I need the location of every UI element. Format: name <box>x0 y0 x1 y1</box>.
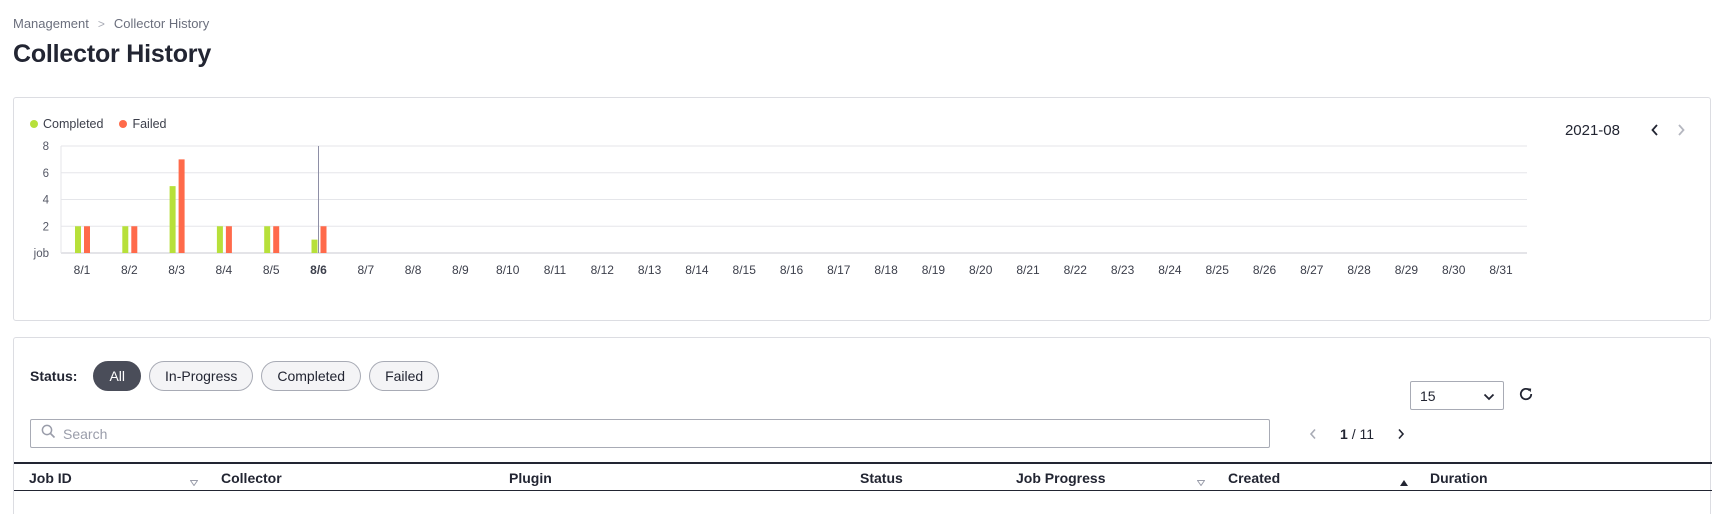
caret-up-icon[interactable] <box>1400 473 1408 491</box>
filter-in-progress-button[interactable]: In-Progress <box>149 361 254 391</box>
chevron-down-icon <box>1483 388 1495 404</box>
x-tick-label: 8/27 <box>1300 263 1324 277</box>
filter-completed-button[interactable]: Completed <box>261 361 362 391</box>
x-tick-label: 8/13 <box>638 263 662 277</box>
column-header-status[interactable]: Status <box>860 470 903 486</box>
bar-failed-8-5 <box>273 226 280 253</box>
x-tick-label: 8/31 <box>1489 263 1513 277</box>
bar-failed-8-3 <box>178 159 185 253</box>
x-tick-label: 8/7 <box>357 263 374 277</box>
month-navigator: 2021-08 <box>1565 120 1694 140</box>
x-tick-label: 8/16 <box>780 263 804 277</box>
search-box <box>30 419 1270 448</box>
bar-completed-8-6 <box>311 239 318 253</box>
bar-failed-8-2 <box>131 226 138 253</box>
x-tick-label: 8/12 <box>591 263 615 277</box>
x-tick-label: 8/26 <box>1253 263 1277 277</box>
x-tick-label: 8/2 <box>121 263 138 277</box>
collector-history-chart: 2 4 6 8 job 8/1 8/2 8/3 8/4 8/5 8/6 8/7 8/8 8/9 8/10 8/… <box>33 141 1527 277</box>
bar-completed-8-5 <box>264 226 271 253</box>
y-tick-label: 2 <box>43 221 49 233</box>
x-tick-label: 8/18 <box>874 263 898 277</box>
column-header-created[interactable]: Created <box>1228 470 1281 486</box>
x-tick-label: 8/6 <box>310 263 327 277</box>
month-label: 2021-08 <box>1564 121 1620 139</box>
x-tick-label: 8/9 <box>452 263 469 277</box>
page-size-select[interactable]: 15 <box>1410 381 1504 410</box>
prev-page-icon[interactable] <box>1300 424 1326 444</box>
bar-completed-8-2 <box>122 226 129 253</box>
legend-dot-completed <box>30 120 38 128</box>
x-tick-label: 8/28 <box>1347 263 1371 277</box>
chart-legend: Completed Failed <box>30 117 167 131</box>
x-tick-label: 8/23 <box>1111 263 1135 277</box>
x-tick-label: 8/19 <box>922 263 946 277</box>
y-tick-label: 4 <box>43 195 50 207</box>
y-tick-label: 8 <box>43 141 49 153</box>
x-tick-label: 8/1 <box>74 263 91 277</box>
x-tick-label: 8/29 <box>1395 263 1419 277</box>
legend-item-completed[interactable]: Completed <box>30 117 103 131</box>
bar-failed-8-6 <box>320 226 327 253</box>
legend-item-failed[interactable]: Failed <box>119 117 167 131</box>
filter-all-button[interactable]: All <box>93 361 142 391</box>
breadcrumb-item-management[interactable]: Management <box>13 16 89 31</box>
x-tick-label: 8/30 <box>1442 263 1466 277</box>
x-tick-label: 8/21 <box>1016 263 1040 277</box>
x-tick-label: 8/8 <box>405 263 422 277</box>
table-header: Job ID Collector Plugin Status Job Progr… <box>14 462 1712 491</box>
x-tick-label: 8/20 <box>969 263 993 277</box>
chevron-left-icon[interactable] <box>1642 120 1668 140</box>
caret-down-icon[interactable] <box>189 473 199 491</box>
legend-label-failed: Failed <box>132 117 167 131</box>
column-header-job-id[interactable]: Job ID <box>29 470 72 486</box>
page-size-value: 15 <box>1420 387 1436 404</box>
breadcrumb-item-collector-history: Collector History <box>113 16 210 31</box>
x-tick-label: 8/11 <box>544 263 567 277</box>
current-page: 1 <box>1340 426 1348 442</box>
x-tick-label: 8/10 <box>496 263 520 277</box>
x-tick-label: 8/15 <box>733 263 757 277</box>
bar-completed-8-1 <box>75 226 81 253</box>
bar-completed-8-4 <box>216 226 223 253</box>
page-separator: / <box>1351 426 1356 442</box>
y-tick-label: 6 <box>43 168 49 180</box>
page-title: Collector History <box>13 40 212 68</box>
next-page-icon[interactable] <box>1388 424 1414 444</box>
breadcrumb-separator: > <box>97 16 105 31</box>
search-icon <box>41 424 56 444</box>
x-tick-label: 8/22 <box>1064 263 1088 277</box>
x-tick-label: 8/17 <box>827 263 851 277</box>
column-header-collector[interactable]: Collector <box>221 470 282 486</box>
x-tick-label: 8/24 <box>1158 263 1182 277</box>
pagination: 1 / 11 <box>1300 424 1414 444</box>
bar-completed-8-3 <box>169 186 176 253</box>
search-input[interactable] <box>63 425 1243 442</box>
total-pages: 11 <box>1359 426 1375 442</box>
status-filter: Status: All In-Progress Completed Failed <box>30 361 447 391</box>
x-tick-label: 8/14 <box>685 263 709 277</box>
column-header-plugin[interactable]: Plugin <box>509 470 552 486</box>
chart-panel: Completed Failed 2021-08 2 4 6 8 job 8/1 8/2 8/… <box>13 97 1711 321</box>
legend-label-completed: Completed <box>43 117 104 131</box>
bar-failed-8-4 <box>225 226 232 253</box>
page-indicator: 1 / 11 <box>1340 426 1374 442</box>
chevron-right-icon[interactable] <box>1668 120 1694 140</box>
bar-failed-8-1 <box>84 226 90 253</box>
breadcrumb: Management > Collector History <box>13 16 209 31</box>
job-table-panel: Status: All In-Progress Completed Failed… <box>13 337 1712 514</box>
filter-failed-button[interactable]: Failed <box>369 361 440 391</box>
column-header-job-progress[interactable]: Job Progress <box>1016 470 1106 486</box>
x-tick-label: 8/25 <box>1206 263 1230 277</box>
refresh-icon[interactable] <box>1518 386 1534 407</box>
legend-dot-failed <box>119 120 128 128</box>
x-tick-label: 8/3 <box>168 263 185 277</box>
caret-down-icon[interactable] <box>1196 473 1206 491</box>
x-tick-label: 8/5 <box>263 263 280 277</box>
y-axis-label: job <box>33 248 49 260</box>
status-filter-label: Status: <box>30 368 78 384</box>
x-tick-label: 8/4 <box>216 263 233 277</box>
column-header-duration[interactable]: Duration <box>1430 470 1488 486</box>
